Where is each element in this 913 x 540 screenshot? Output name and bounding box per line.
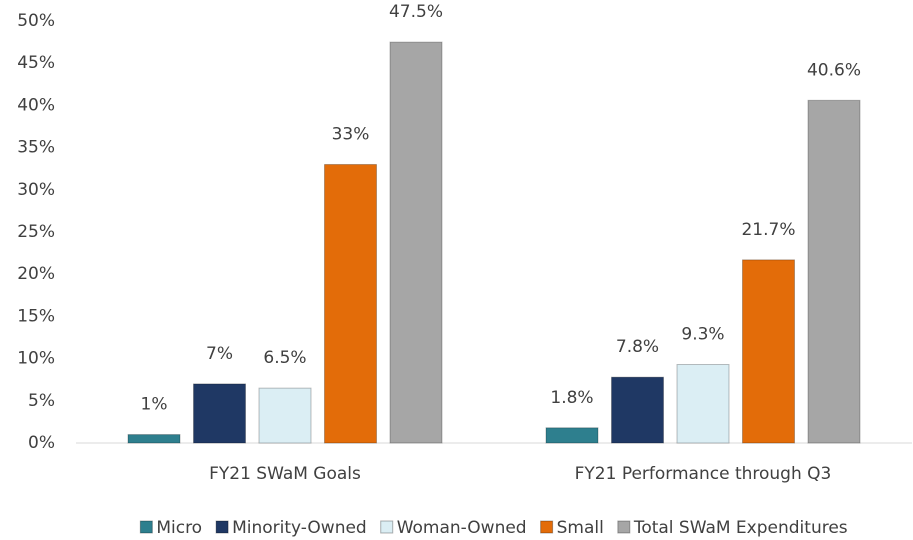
data-label: 21.7% xyxy=(741,220,795,240)
legend-swatch xyxy=(139,520,153,534)
data-label: 33% xyxy=(332,124,370,144)
bar xyxy=(193,383,246,444)
bar xyxy=(676,364,730,444)
bar xyxy=(742,259,795,444)
data-label: 7.8% xyxy=(616,337,659,357)
data-label: 9.3% xyxy=(681,325,724,345)
y-tick-label: 20% xyxy=(17,264,55,284)
legend-label: Small xyxy=(557,518,604,538)
data-label: 7% xyxy=(206,344,233,364)
y-tick-label: 30% xyxy=(17,180,55,200)
x-tick-label: FY21 Performance through Q3 xyxy=(575,464,832,484)
bar xyxy=(611,376,664,444)
legend-label: Total SWaM Expenditures xyxy=(633,518,848,538)
bar xyxy=(389,41,443,444)
legend-label: Micro xyxy=(156,518,202,538)
y-tick-label: 50% xyxy=(17,11,55,31)
bar xyxy=(807,99,861,444)
y-tick-label: 5% xyxy=(28,391,55,411)
data-label: 1% xyxy=(141,395,168,415)
data-label: 47.5% xyxy=(389,2,443,22)
legend-label: Woman-Owned xyxy=(397,518,527,538)
bar xyxy=(545,427,599,444)
x-tick-label: FY21 SWaM Goals xyxy=(209,464,361,484)
y-tick-label: 15% xyxy=(17,306,55,326)
legend-label: Minority-Owned xyxy=(232,518,367,538)
y-tick-label: 45% xyxy=(17,53,55,73)
y-tick-label: 25% xyxy=(17,222,55,242)
legend-swatch xyxy=(540,520,554,534)
data-label: 6.5% xyxy=(263,348,306,368)
bar xyxy=(258,387,312,444)
legend-swatch xyxy=(617,520,631,534)
legend-swatch xyxy=(380,520,394,534)
bar xyxy=(324,163,377,444)
y-tick-label: 10% xyxy=(17,349,55,369)
legend-swatch xyxy=(215,520,229,534)
bar xyxy=(127,434,181,444)
data-label: 1.8% xyxy=(550,388,593,408)
y-tick-label: 35% xyxy=(17,138,55,158)
data-label: 40.6% xyxy=(807,60,861,80)
y-tick-label: 40% xyxy=(17,95,55,115)
y-tick-label: 0% xyxy=(28,433,55,453)
